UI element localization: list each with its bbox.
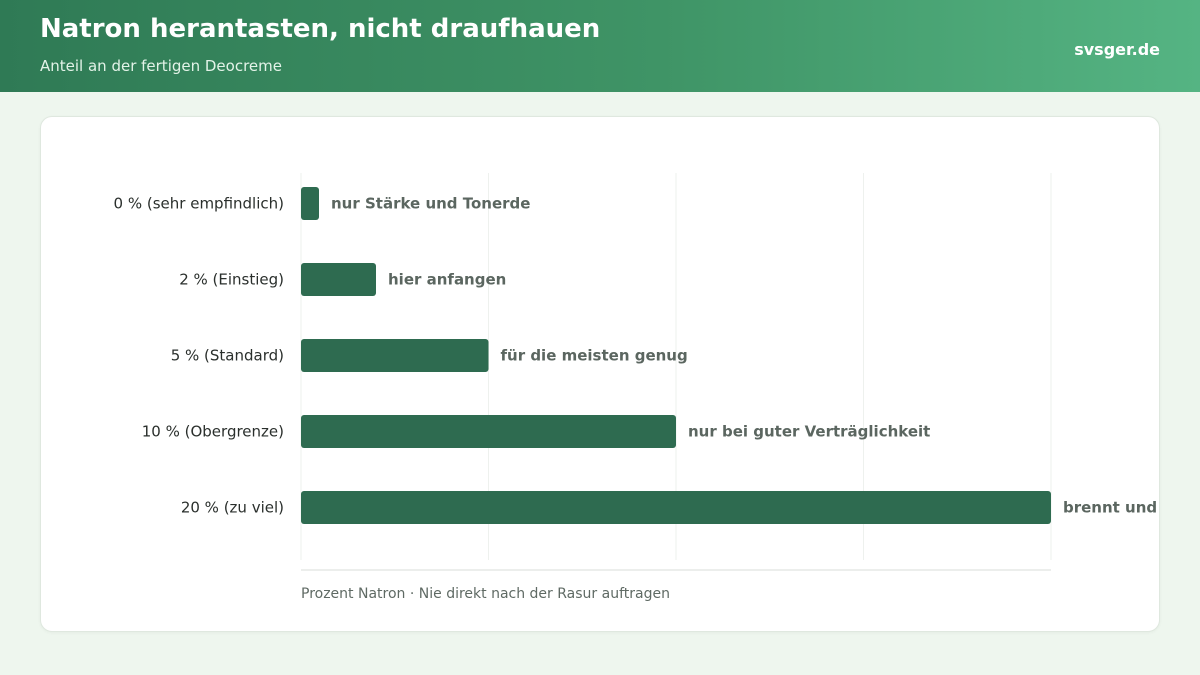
bar [301,263,376,296]
category-labels: 0 % (sehr empfindlich) 2 % (Einstieg) 5 % … [114,195,284,517]
data-label: nur bei guter Verträglichkeit [688,423,930,441]
category-label: 2 % (Einstieg) [179,271,284,289]
x-axis-label: Prozent Natron · Nie direkt nach der Ras… [301,586,670,602]
data-label: für die meisten genug [501,347,688,365]
category-label: 0 % (sehr empfindlich) [114,195,284,213]
data-label: hier anfangen [388,271,506,289]
data-label: brennt und rötet h [1063,499,1159,517]
brand-name: svsger.de [1074,40,1160,59]
page-subtitle: Anteil an der fertigen Deocreme [40,57,282,75]
header-banner: Natron herantasten, nicht draufhauen Ant… [0,0,1200,92]
chart-card: 0 % (sehr empfindlich) 2 % (Einstieg) 5 % … [40,116,1160,632]
category-label: 10 % (Obergrenze) [142,423,284,441]
bars [301,187,1051,524]
category-label: 20 % (zu viel) [181,499,284,517]
category-label: 5 % (Standard) [171,347,284,365]
bar [301,491,1051,524]
bar [301,415,676,448]
data-labels: nur Stärke und Tonerde hier anfangen für d… [331,195,1159,517]
bar [301,187,319,220]
bar [301,339,489,372]
page-title: Natron herantasten, nicht draufhauen [40,14,601,44]
data-label: nur Stärke und Tonerde [331,195,530,213]
bar-chart: 0 % (sehr empfindlich) 2 % (Einstieg) 5 % … [114,173,1159,602]
